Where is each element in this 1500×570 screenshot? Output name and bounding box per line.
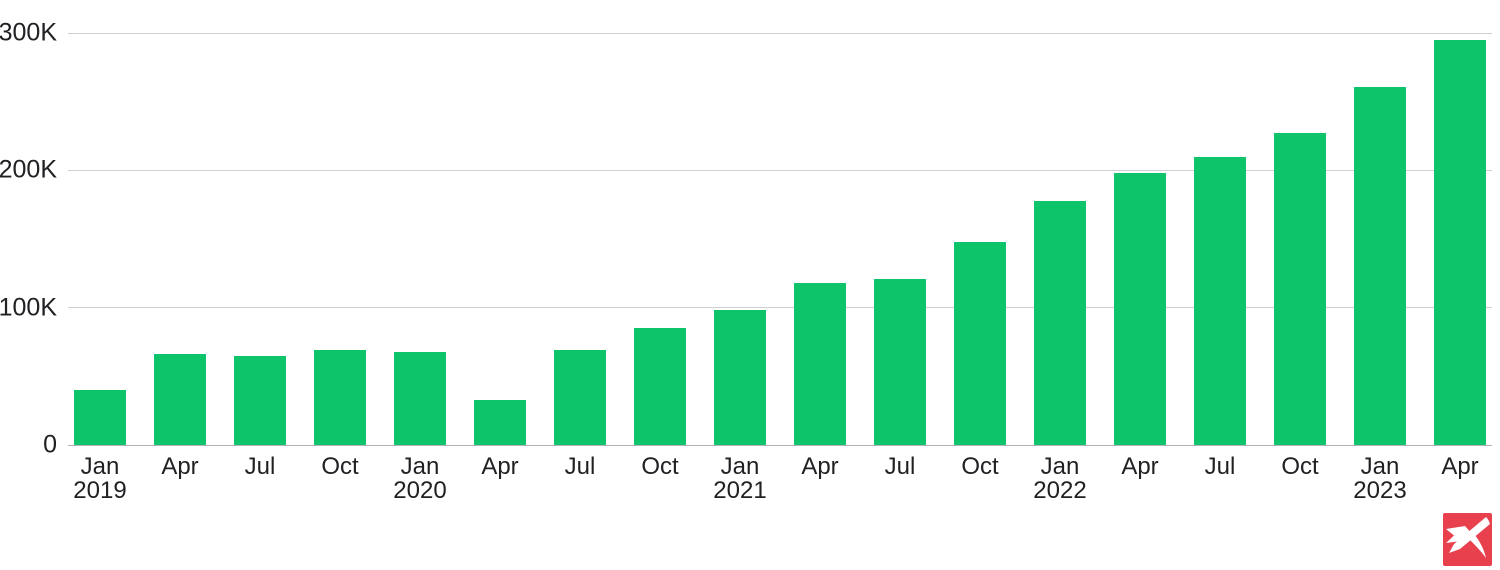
x-tick-month: Apr	[801, 453, 839, 480]
x-tick-month: Apr	[1121, 453, 1159, 480]
x-tick-year: 2022	[1033, 477, 1087, 504]
x-tick-month: Jul	[244, 453, 276, 480]
x-tick-month: Jan	[80, 453, 120, 480]
x-tick-label: Apr	[760, 455, 880, 479]
x-tick-month: Oct	[321, 453, 359, 480]
bar	[634, 328, 686, 445]
x-tick-month: Apr	[1441, 453, 1479, 480]
bar	[74, 390, 126, 445]
bar	[874, 278, 926, 445]
x-tick-month: Jan	[1040, 453, 1080, 480]
bar	[554, 350, 606, 445]
gridline-0	[68, 444, 1492, 446]
bar	[1194, 156, 1246, 445]
x-tick-month: Jul	[1204, 453, 1236, 480]
bar	[714, 310, 766, 445]
x-tick-month: Jan	[720, 453, 760, 480]
x-tick-label: Jan 2019	[40, 455, 160, 503]
x-tick-label: Oct	[600, 455, 720, 479]
x-tick-label: Apr	[120, 455, 240, 479]
x-tick-label: Jul	[200, 455, 320, 479]
x-tick-label: Jan 2021	[680, 455, 800, 503]
x-tick-year: 2020	[393, 477, 447, 504]
bar	[1034, 200, 1086, 445]
bar	[234, 355, 286, 445]
bar	[794, 282, 846, 445]
y-tick-label: 300K	[0, 18, 57, 47]
x-axis: Jan 2019 Apr Jul Oct Jan 2020 Apr Jul Oct Jan 2021 A…	[68, 455, 1492, 515]
x-tick-month: Oct	[961, 453, 999, 480]
x-tick-year: 2023	[1353, 477, 1407, 504]
x-tick-label: Jan 2022	[1000, 455, 1120, 503]
x-tick-label: Jul	[520, 455, 640, 479]
bar	[314, 350, 366, 445]
bar	[1434, 39, 1486, 445]
x-tick-month: Jan	[400, 453, 440, 480]
x-tick-month: Apr	[481, 453, 519, 480]
gridline-300k	[68, 32, 1492, 34]
x-tick-month: Jan	[1360, 453, 1400, 480]
x-tick-month: Oct	[1281, 453, 1319, 480]
y-tick-label: 200K	[0, 155, 57, 184]
plot-area	[68, 32, 1492, 446]
x-tick-label: Oct	[280, 455, 400, 479]
x-tick-label: Jan 2020	[360, 455, 480, 503]
x-tick-year: 2019	[73, 477, 127, 504]
bar	[154, 354, 206, 445]
bar	[1354, 86, 1406, 445]
x-tick-month: Jul	[884, 453, 916, 480]
bar	[394, 351, 446, 445]
y-tick-label: 100K	[0, 293, 57, 322]
gridline-200k	[68, 169, 1492, 171]
x-tick-label: Jan 2023	[1320, 455, 1440, 503]
y-axis: 300K 200K 100K 0	[0, 0, 57, 570]
x-tick-year: 2021	[713, 477, 767, 504]
x-tick-month: Oct	[641, 453, 679, 480]
x-tick-label: Oct	[1240, 455, 1360, 479]
x-tick-month: Apr	[161, 453, 199, 480]
bar	[1274, 133, 1326, 445]
bar	[1114, 173, 1166, 445]
x-tick-label: Apr	[440, 455, 560, 479]
xtb-x-glyph	[1446, 517, 1490, 558]
x-tick-label: Jul	[840, 455, 960, 479]
x-tick-month: Jul	[564, 453, 596, 480]
y-tick-label: 0	[43, 430, 57, 459]
bar	[474, 399, 526, 445]
x-tick-label: Apr	[1080, 455, 1200, 479]
xtb-logo	[1443, 513, 1492, 566]
gridline-100k	[68, 307, 1492, 309]
x-tick-label: Jul	[1160, 455, 1280, 479]
x-tick-label: Oct	[920, 455, 1040, 479]
x-tick-label: Apr	[1400, 455, 1500, 479]
bar	[954, 241, 1006, 445]
